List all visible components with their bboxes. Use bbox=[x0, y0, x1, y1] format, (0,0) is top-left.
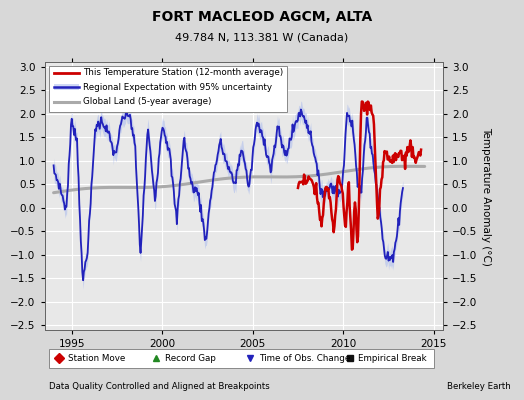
Y-axis label: Temperature Anomaly (°C): Temperature Anomaly (°C) bbox=[482, 126, 492, 266]
Text: Berkeley Earth: Berkeley Earth bbox=[447, 382, 511, 391]
Text: Record Gap: Record Gap bbox=[165, 354, 215, 363]
Text: Regional Expectation with 95% uncertainty: Regional Expectation with 95% uncertaint… bbox=[83, 83, 272, 92]
Text: Empirical Break: Empirical Break bbox=[358, 354, 427, 363]
Text: 49.784 N, 113.381 W (Canada): 49.784 N, 113.381 W (Canada) bbox=[176, 33, 348, 43]
Text: This Temperature Station (12-month average): This Temperature Station (12-month avera… bbox=[83, 68, 283, 77]
Text: FORT MACLEOD AGCM, ALTA: FORT MACLEOD AGCM, ALTA bbox=[152, 10, 372, 24]
Text: Global Land (5-year average): Global Land (5-year average) bbox=[83, 97, 211, 106]
Text: Data Quality Controlled and Aligned at Breakpoints: Data Quality Controlled and Aligned at B… bbox=[49, 382, 269, 391]
Text: Station Move: Station Move bbox=[68, 354, 125, 363]
Text: Time of Obs. Change: Time of Obs. Change bbox=[259, 354, 350, 363]
